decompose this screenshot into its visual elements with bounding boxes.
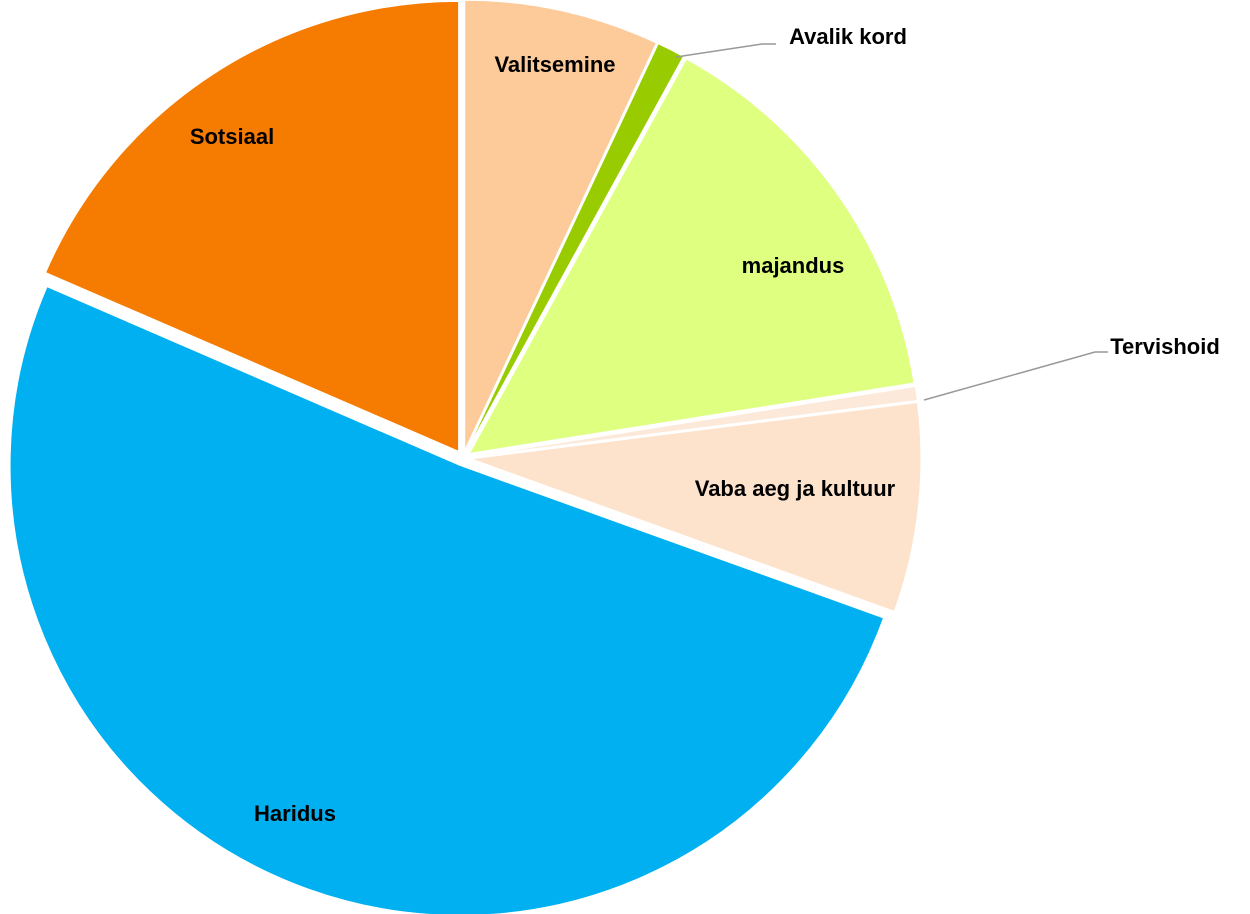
leader-line [923,351,1108,401]
slice-label: Haridus [254,801,336,826]
slice-label: Vaba aeg ja kultuur [695,476,896,501]
pie-slice [468,58,915,455]
pie-slice [470,401,922,612]
pie-slice [464,0,658,451]
slice-label: Sotsiaal [190,124,274,149]
slice-label: Valitsemine [494,52,615,77]
pie-slice [9,286,885,914]
pie-slice [470,385,918,458]
slice-label: Tervishoid [1110,334,1220,359]
pie-slice [44,0,460,453]
slice-label: Avalik kord [789,24,907,49]
leader-line [675,43,776,58]
slice-label: majandus [742,253,845,278]
